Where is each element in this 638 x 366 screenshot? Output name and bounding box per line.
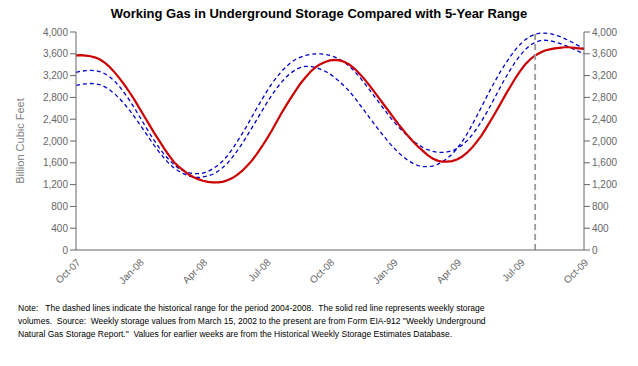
svg-text:2,000: 2,000 bbox=[592, 136, 617, 147]
svg-text:Jan-09: Jan-09 bbox=[371, 256, 401, 286]
svg-text:Jul-09: Jul-09 bbox=[500, 256, 527, 283]
svg-text:3,200: 3,200 bbox=[43, 70, 68, 81]
svg-text:Oct-09: Oct-09 bbox=[561, 256, 590, 285]
svg-text:3,600: 3,600 bbox=[43, 48, 68, 59]
svg-text:Billion Cubic Feet: Billion Cubic Feet bbox=[14, 98, 26, 184]
svg-text:2,800: 2,800 bbox=[592, 92, 617, 103]
svg-text:2,000: 2,000 bbox=[43, 136, 68, 147]
html-text:Working Gas in Underground Sto: Working Gas in Underground Storage Compa… bbox=[110, 6, 528, 21]
html-text:Note: The dashed lines indicat: Note: The dashed lines indicate the hist… bbox=[18, 303, 485, 313]
svg-text:400: 400 bbox=[51, 223, 68, 234]
svg-text:1,600: 1,600 bbox=[43, 157, 68, 168]
svg-text:0: 0 bbox=[62, 245, 68, 256]
svg-text:Jan-08: Jan-08 bbox=[117, 256, 147, 286]
svg-text:2,400: 2,400 bbox=[592, 114, 617, 125]
svg-text:Jul-08: Jul-08 bbox=[246, 256, 273, 283]
svg-text:3,600: 3,600 bbox=[592, 48, 617, 59]
svg-text:0: 0 bbox=[592, 245, 598, 256]
html-text:volumes. Source: Weekly storag: volumes. Source: Weekly storage values f… bbox=[18, 316, 486, 326]
svg-text:4,000: 4,000 bbox=[592, 27, 617, 38]
svg-text:1,200: 1,200 bbox=[592, 179, 617, 190]
svg-text:2,800: 2,800 bbox=[43, 92, 68, 103]
svg-text:2,400: 2,400 bbox=[43, 114, 68, 125]
svg-text:Apr-09: Apr-09 bbox=[434, 256, 463, 285]
svg-text:3,200: 3,200 bbox=[592, 70, 617, 81]
svg-text:4,000: 4,000 bbox=[43, 27, 68, 38]
svg-text:1,200: 1,200 bbox=[43, 179, 68, 190]
svg-text:Oct-08: Oct-08 bbox=[307, 256, 336, 285]
svg-text:800: 800 bbox=[51, 201, 68, 212]
svg-text:400: 400 bbox=[592, 223, 609, 234]
svg-text:1,600: 1,600 bbox=[592, 157, 617, 168]
html-text:Natural Gas Storage Report." V: Natural Gas Storage Report." Values for … bbox=[18, 329, 452, 339]
svg-text:Apr-08: Apr-08 bbox=[180, 256, 209, 285]
svg-text:800: 800 bbox=[592, 201, 609, 212]
svg-text:Oct-07: Oct-07 bbox=[53, 256, 82, 285]
